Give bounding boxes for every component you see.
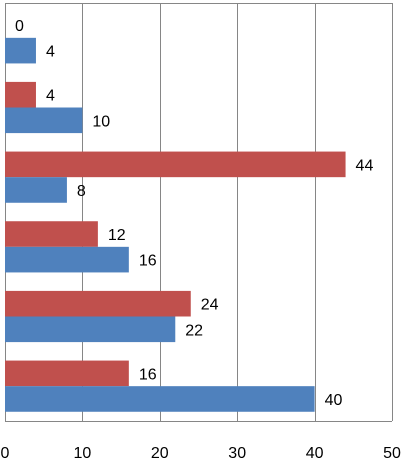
bar-blue-3 <box>5 177 67 203</box>
bar-blue-2 <box>5 107 83 134</box>
bar-blue-5 <box>5 316 176 343</box>
x-tick-label-30: 30 <box>228 445 246 462</box>
bar-blue-1 <box>5 37 36 64</box>
data-label-red-3: 44 <box>356 157 374 174</box>
bar-red-6 <box>5 360 129 387</box>
data-label-red-1: 0 <box>15 18 24 35</box>
bars <box>5 37 346 412</box>
x-axis: 0 10 20 30 40 50 <box>1 445 401 462</box>
bar-blue-6 <box>5 386 315 412</box>
data-label-red-4: 12 <box>108 227 126 244</box>
data-label-blue-1: 4 <box>46 44 55 61</box>
data-label-red-6: 16 <box>139 366 157 383</box>
data-label-blue-2: 10 <box>92 113 110 130</box>
data-label-blue-4: 16 <box>139 253 157 270</box>
bar-red-4 <box>5 221 98 247</box>
x-tick-label-10: 10 <box>74 445 92 462</box>
gridlines <box>5 3 393 422</box>
bar-red-3 <box>5 151 346 178</box>
x-tick-label-0: 0 <box>1 445 10 462</box>
bar-red-5 <box>5 290 191 317</box>
x-tick-label-20: 20 <box>151 445 169 462</box>
bar-blue-4 <box>5 246 129 273</box>
x-tick-label-50: 50 <box>383 445 401 462</box>
data-label-blue-6: 40 <box>325 392 343 409</box>
x-tick-label-40: 40 <box>306 445 324 462</box>
bar-red-2 <box>5 81 36 108</box>
data-label-blue-5: 22 <box>185 322 203 339</box>
data-label-red-5: 24 <box>201 297 219 314</box>
data-label-blue-3: 8 <box>77 183 86 200</box>
data-label-red-2: 4 <box>46 88 55 105</box>
